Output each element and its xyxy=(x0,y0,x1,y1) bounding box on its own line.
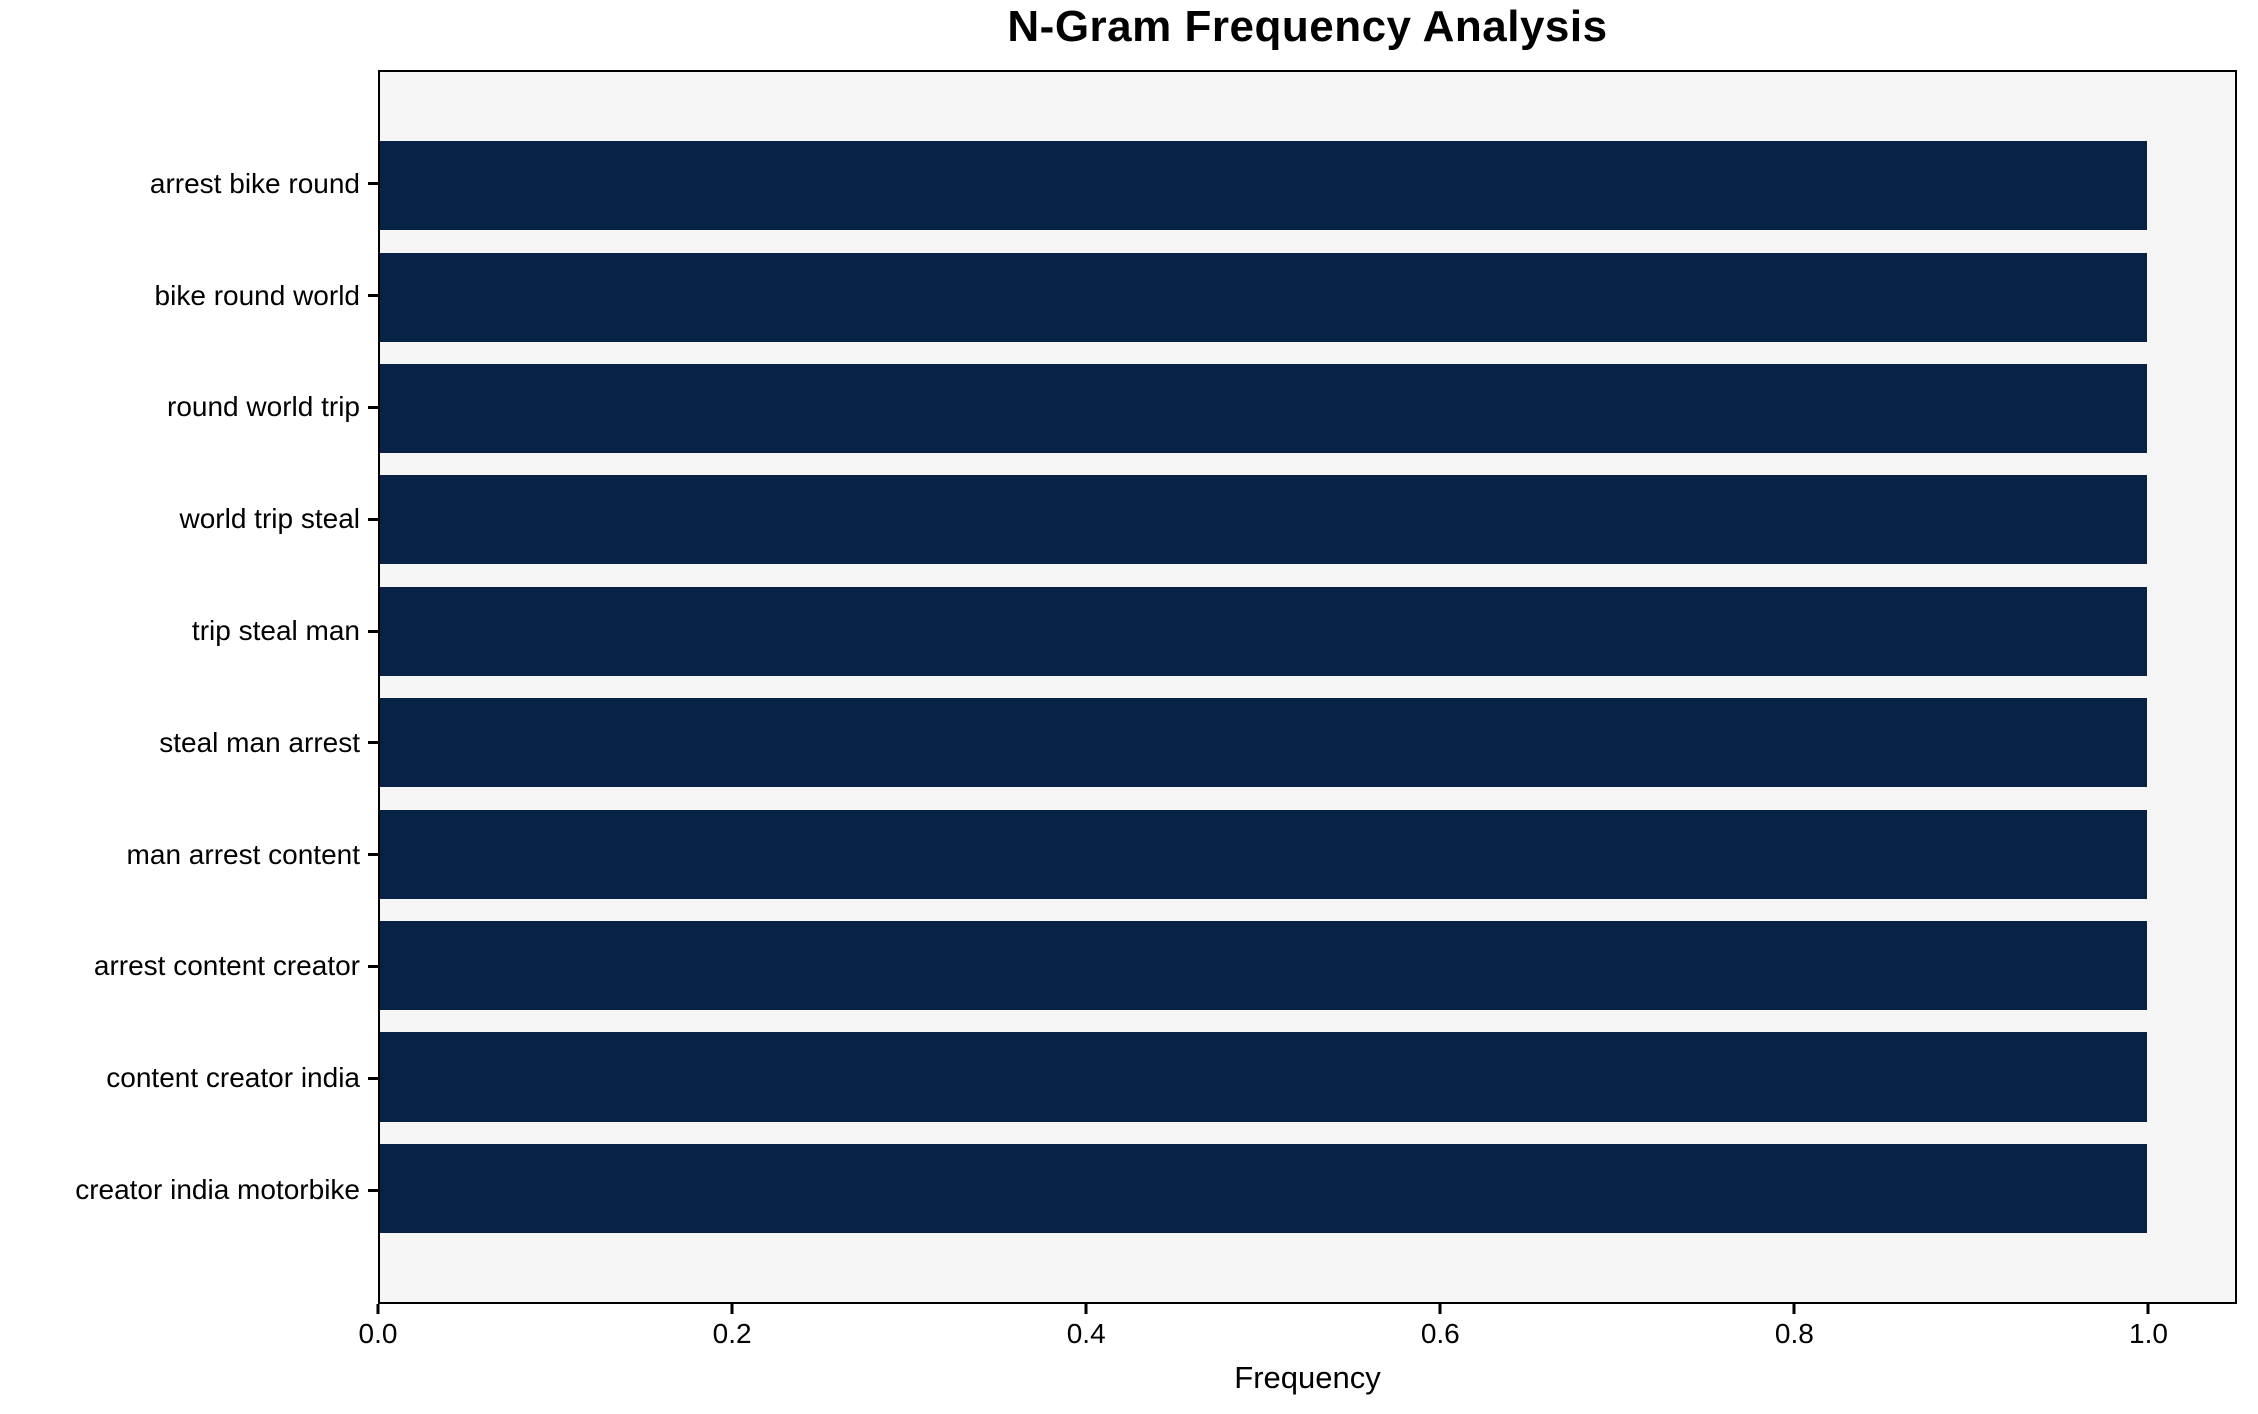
x-tick-label: 0.2 xyxy=(712,1318,752,1349)
y-tick-label: round world trip xyxy=(167,391,360,423)
x-tick-mark xyxy=(376,1304,380,1314)
chart-title: N-Gram Frequency Analysis xyxy=(1007,2,1608,51)
bars-container xyxy=(380,72,2235,1302)
y-tick-label: arrest bike round xyxy=(149,167,360,199)
x-tick-mark xyxy=(730,1304,734,1314)
y-tick-mark xyxy=(368,741,378,745)
bar-row xyxy=(380,576,2235,687)
y-tick-label: content creator india xyxy=(106,1062,360,1094)
y-tick-mark xyxy=(368,405,378,409)
y-tick-mark xyxy=(368,182,378,186)
bar-arrest-bike-round xyxy=(380,141,2147,231)
bar-round-world-trip xyxy=(380,363,2147,454)
bar-steal-man-arrest xyxy=(380,698,2147,788)
plot-area xyxy=(378,70,2237,1304)
bar-man-arrest-content xyxy=(380,809,2147,899)
x-tick-label: 0.6 xyxy=(1420,1318,1460,1349)
x-tick-mark xyxy=(1792,1304,1796,1314)
x-tick-mark xyxy=(1084,1304,1088,1314)
y-tick-mark xyxy=(368,1188,378,1192)
bar-bike-round-world xyxy=(380,252,2147,342)
y-tick-label: world trip steal xyxy=(179,503,360,535)
y-tick-label: arrest content creator xyxy=(93,950,360,982)
bar-arrest-content-creator xyxy=(380,920,2147,1011)
y-tick-mark xyxy=(368,964,378,968)
y-tick-mark xyxy=(368,629,378,633)
x-tick-label: 0.4 xyxy=(1066,1318,1106,1349)
x-tick-label: 0.0 xyxy=(358,1318,398,1349)
bar-row xyxy=(380,241,2235,352)
y-axis-ticks xyxy=(368,70,378,1304)
y-tick-mark xyxy=(368,517,378,521)
x-tick-label: 1.0 xyxy=(2129,1318,2168,1349)
x-axis-label: Frequency xyxy=(1234,1360,1381,1395)
y-tick-mark xyxy=(368,853,378,857)
y-tick-label: bike round world xyxy=(154,279,360,311)
bar-row xyxy=(380,687,2235,798)
x-axis-ticks xyxy=(376,1304,2237,1314)
x-axis-tick-labels: 0.0 0.2 0.4 0.6 0.8 1.0 xyxy=(359,1318,2237,1352)
bar-row xyxy=(380,798,2235,909)
bar-row xyxy=(380,1133,2235,1244)
bar-row xyxy=(380,464,2235,575)
y-tick-mark xyxy=(368,1076,378,1080)
bar-row xyxy=(380,910,2235,1021)
x-tick-mark xyxy=(2146,1304,2150,1314)
y-tick-label: man arrest content xyxy=(126,838,360,870)
y-tick-label: steal man arrest xyxy=(159,726,360,758)
bar-content-creator-india xyxy=(380,1032,2147,1122)
bar-row xyxy=(380,353,2235,464)
bar-row xyxy=(380,1021,2235,1132)
y-tick-label: creator india motorbike xyxy=(75,1174,360,1206)
bar-world-trip-steal xyxy=(380,475,2147,565)
x-tick-mark xyxy=(1438,1304,1442,1314)
x-tick-label: 0.8 xyxy=(1774,1318,1814,1349)
bar-row xyxy=(380,130,2235,241)
y-tick-mark xyxy=(368,294,378,298)
bar-creator-india-motorbike xyxy=(380,1143,2147,1233)
y-axis-labels: arrest bike round bike round world round w… xyxy=(0,70,364,1304)
bar-trip-steal-man xyxy=(380,586,2147,676)
y-tick-label: trip steal man xyxy=(191,615,360,647)
